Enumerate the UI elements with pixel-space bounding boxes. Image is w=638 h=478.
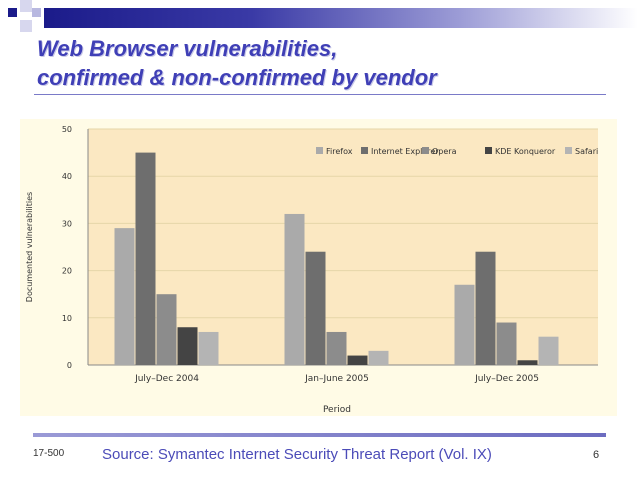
bar-safari xyxy=(368,350,389,365)
bar-kde-konqueror xyxy=(347,355,368,365)
slide-title: Web Browser vulnerabilities, confirmed &… xyxy=(37,34,607,92)
square-light xyxy=(20,20,32,32)
legend-swatch xyxy=(565,147,572,154)
bar-opera xyxy=(156,294,177,365)
bar-opera xyxy=(496,322,517,365)
square-light xyxy=(32,8,41,17)
bar-kde-konqueror xyxy=(517,360,538,365)
legend-swatch xyxy=(316,147,323,154)
bar-opera xyxy=(326,331,347,365)
legend-label: Firefox xyxy=(326,147,353,156)
footer-band xyxy=(33,433,606,437)
y-axis-label: Documented vulnerabilities xyxy=(25,192,34,302)
legend-label: KDE Konqueror xyxy=(495,147,556,156)
slide-title-line-1: Web Browser vulnerabilities, xyxy=(37,36,338,61)
legend-label: Opera xyxy=(432,147,457,156)
bar-internet-explorer xyxy=(305,251,326,365)
y-tick-label: 0 xyxy=(67,361,72,370)
x-tick-label: July–Dec 2004 xyxy=(134,374,199,384)
bar-internet-explorer xyxy=(475,251,496,365)
bar-safari xyxy=(198,331,219,365)
header-band xyxy=(44,8,638,28)
bar-safari xyxy=(538,336,559,365)
y-tick-label: 10 xyxy=(62,314,72,323)
x-tick-label: July–Dec 2005 xyxy=(474,374,539,384)
source-citation: Source: Symantec Internet Security Threa… xyxy=(102,446,492,463)
bar-internet-explorer xyxy=(135,152,156,365)
bar-firefox xyxy=(284,213,305,365)
legend-label: Internet Explorer xyxy=(371,147,439,156)
chart-container: 0 10 20 30 40 50 July–Dec 2004 Jan–June 2005 Jul… xyxy=(20,119,617,416)
course-code: 17-500 xyxy=(33,448,65,459)
legend-swatch xyxy=(422,147,429,154)
x-axis-label: Period xyxy=(323,405,351,415)
page-number: 6 xyxy=(593,449,600,461)
decorative-squares xyxy=(8,0,41,32)
slide-title-line-2: confirmed & non-confirmed by vendor xyxy=(37,65,437,90)
bar-firefox xyxy=(114,228,135,365)
y-tick-label: 50 xyxy=(62,125,72,134)
title-divider xyxy=(34,94,606,95)
bar-kde-konqueror xyxy=(177,327,198,365)
y-tick-label: 30 xyxy=(62,219,72,228)
legend-swatch xyxy=(361,147,368,154)
square-dark xyxy=(8,8,17,17)
bar-chart: 0 10 20 30 40 50 July–Dec 2004 Jan–June 2005 Jul… xyxy=(25,125,598,415)
bar-firefox xyxy=(454,284,475,365)
y-tick-label: 20 xyxy=(62,267,72,276)
y-tick-label: 40 xyxy=(62,172,72,181)
x-tick-label: Jan–June 2005 xyxy=(304,374,369,384)
square-light xyxy=(20,0,32,12)
legend-label: Safari xyxy=(575,147,598,156)
legend-swatch xyxy=(485,147,492,154)
